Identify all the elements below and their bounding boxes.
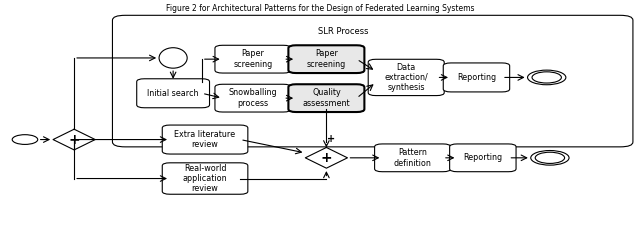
Text: +: + bbox=[68, 133, 80, 147]
FancyBboxPatch shape bbox=[215, 45, 291, 73]
Text: Real-world
application
review: Real-world application review bbox=[183, 164, 227, 194]
FancyBboxPatch shape bbox=[444, 63, 509, 92]
Text: Pattern
definition: Pattern definition bbox=[394, 148, 431, 168]
Text: Paper
screening: Paper screening bbox=[307, 49, 346, 69]
Circle shape bbox=[527, 70, 566, 85]
Text: Snowballing
process: Snowballing process bbox=[228, 88, 277, 108]
Polygon shape bbox=[53, 129, 95, 150]
Text: +: + bbox=[321, 151, 332, 165]
Circle shape bbox=[12, 135, 38, 144]
Polygon shape bbox=[305, 147, 348, 168]
Text: Reporting: Reporting bbox=[463, 153, 502, 162]
Circle shape bbox=[535, 152, 564, 163]
FancyBboxPatch shape bbox=[215, 84, 291, 112]
FancyBboxPatch shape bbox=[289, 84, 364, 112]
Ellipse shape bbox=[159, 48, 187, 68]
Text: Quality
assessment: Quality assessment bbox=[303, 88, 350, 108]
Text: SLR Process: SLR Process bbox=[317, 27, 368, 37]
Text: Initial search: Initial search bbox=[147, 89, 199, 98]
FancyBboxPatch shape bbox=[163, 163, 248, 194]
FancyBboxPatch shape bbox=[163, 125, 248, 154]
Text: +: + bbox=[328, 134, 335, 144]
Circle shape bbox=[532, 72, 561, 83]
Text: Figure 2 for Architectural Patterns for the Design of Federated Learning Systems: Figure 2 for Architectural Patterns for … bbox=[166, 4, 474, 13]
FancyBboxPatch shape bbox=[450, 144, 516, 172]
FancyBboxPatch shape bbox=[113, 15, 633, 147]
FancyBboxPatch shape bbox=[289, 45, 364, 73]
Text: Reporting: Reporting bbox=[457, 73, 496, 82]
Circle shape bbox=[531, 150, 569, 165]
FancyBboxPatch shape bbox=[374, 144, 451, 172]
Text: Data
extraction/
synthesis: Data extraction/ synthesis bbox=[385, 62, 428, 92]
Text: Extra literature
review: Extra literature review bbox=[175, 130, 236, 149]
FancyBboxPatch shape bbox=[368, 59, 444, 96]
FancyBboxPatch shape bbox=[137, 79, 209, 108]
Text: Paper
screening: Paper screening bbox=[234, 49, 273, 69]
